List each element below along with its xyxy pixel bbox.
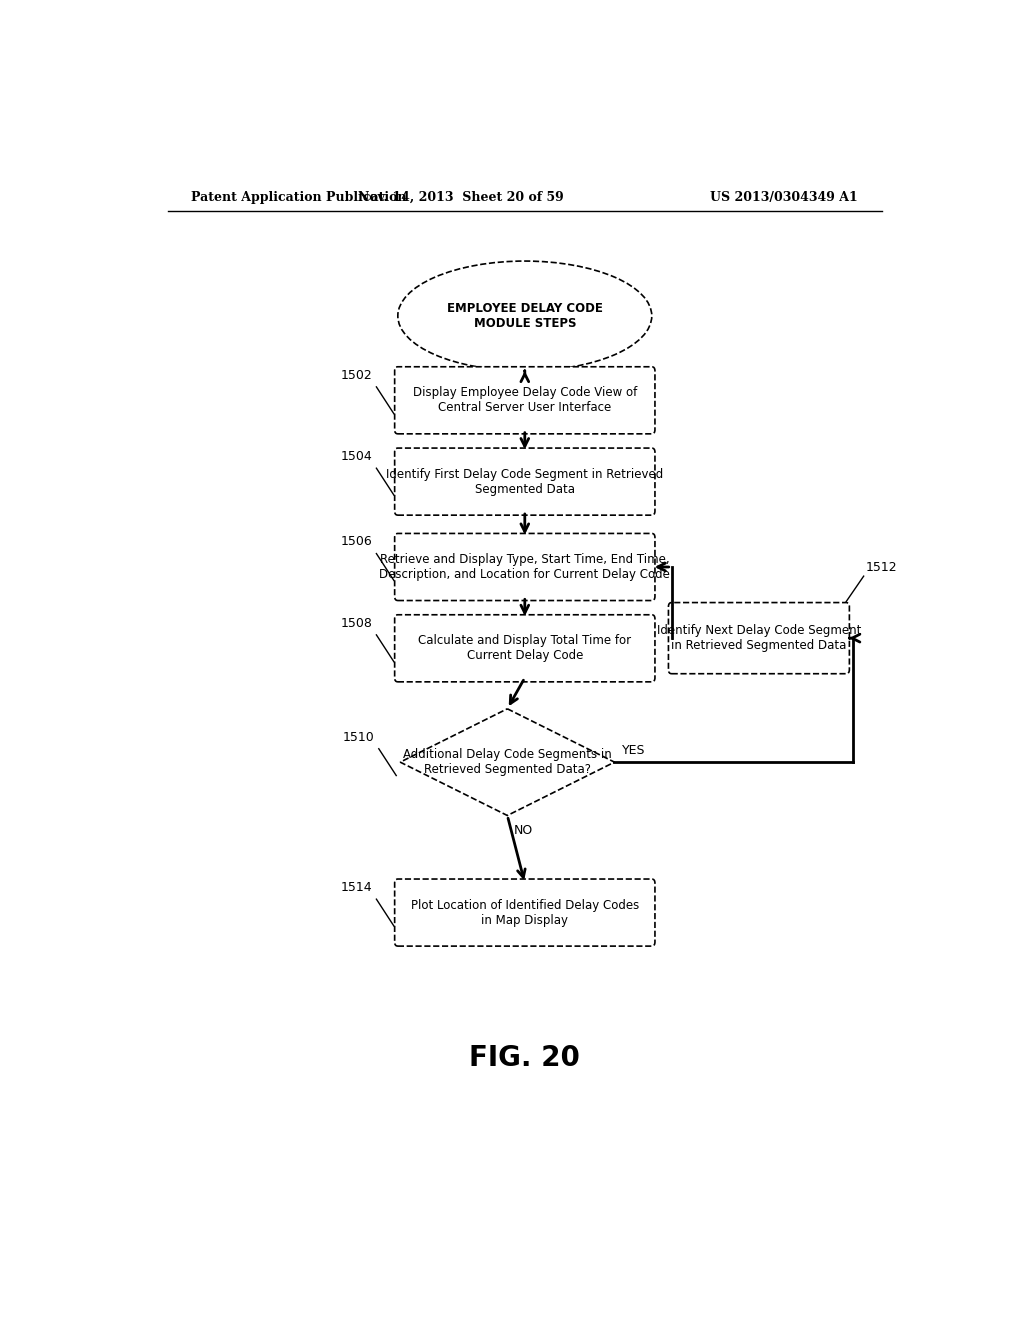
- Text: Display Employee Delay Code View of
Central Server User Interface: Display Employee Delay Code View of Cent…: [413, 387, 637, 414]
- Text: 1508: 1508: [341, 616, 373, 630]
- Text: NO: NO: [514, 824, 532, 837]
- Text: 1504: 1504: [341, 450, 373, 463]
- Ellipse shape: [397, 261, 651, 371]
- FancyBboxPatch shape: [394, 367, 655, 434]
- Text: Retrieve and Display Type, Start Time, End Time,
Description, and Location for C: Retrieve and Display Type, Start Time, E…: [379, 553, 671, 581]
- Polygon shape: [400, 709, 614, 816]
- Text: 1514: 1514: [341, 880, 373, 894]
- Text: Patent Application Publication: Patent Application Publication: [191, 190, 407, 203]
- Text: Plot Location of Identified Delay Codes
in Map Display: Plot Location of Identified Delay Codes …: [411, 899, 639, 927]
- Text: Identify First Delay Code Segment in Retrieved
Segmented Data: Identify First Delay Code Segment in Ret…: [386, 467, 664, 495]
- Text: FIG. 20: FIG. 20: [469, 1044, 581, 1072]
- FancyBboxPatch shape: [394, 879, 655, 946]
- FancyBboxPatch shape: [394, 615, 655, 682]
- FancyBboxPatch shape: [669, 602, 849, 673]
- Text: Identify Next Delay Code Segment
in Retrieved Segmented Data: Identify Next Delay Code Segment in Retr…: [656, 624, 861, 652]
- Text: Calculate and Display Total Time for
Current Delay Code: Calculate and Display Total Time for Cur…: [418, 635, 632, 663]
- FancyBboxPatch shape: [394, 447, 655, 515]
- Text: 1502: 1502: [341, 368, 373, 381]
- Text: EMPLOYEE DELAY CODE
MODULE STEPS: EMPLOYEE DELAY CODE MODULE STEPS: [446, 302, 603, 330]
- Text: 1510: 1510: [343, 731, 375, 743]
- Text: YES: YES: [623, 744, 646, 758]
- FancyBboxPatch shape: [394, 533, 655, 601]
- Text: Nov. 14, 2013  Sheet 20 of 59: Nov. 14, 2013 Sheet 20 of 59: [358, 190, 564, 203]
- Text: 1506: 1506: [341, 536, 373, 549]
- Text: 1512: 1512: [866, 561, 898, 574]
- Text: Additional Delay Code Segments in
Retrieved Segmented Data?: Additional Delay Code Segments in Retrie…: [403, 748, 611, 776]
- Text: US 2013/0304349 A1: US 2013/0304349 A1: [711, 190, 858, 203]
